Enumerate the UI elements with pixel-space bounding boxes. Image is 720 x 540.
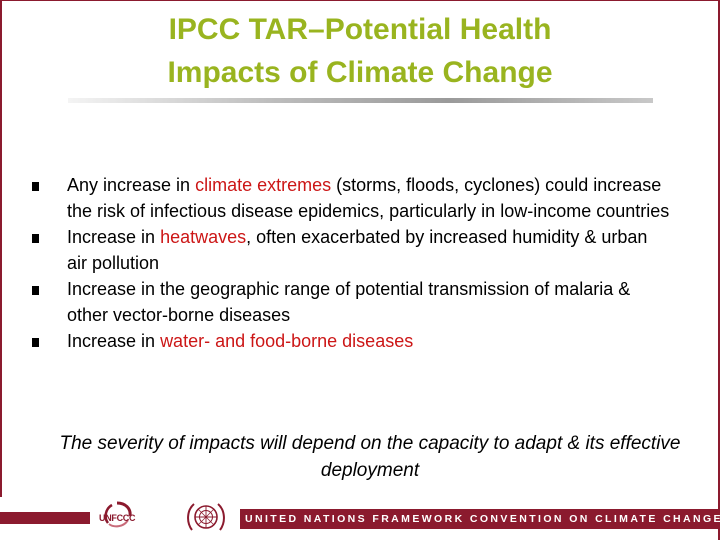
bullet-highlight: water- and food-borne diseases <box>160 331 414 351</box>
bullet-marker-icon <box>32 182 39 191</box>
bullet-item-heatwaves: Increase in heatwaves, often exacerbated… <box>32 224 672 276</box>
footer-band-left <box>0 512 90 524</box>
unfccc-logo-text: UNFCCC <box>99 513 136 523</box>
slide-title-line-2: Impacts of Climate Change <box>167 56 553 89</box>
bullet-highlight: climate extremes <box>195 175 332 195</box>
bullet-list: Any increase in climate extremes (storms… <box>32 172 672 354</box>
frame-right-border <box>718 0 720 540</box>
bullet-highlight: heatwaves <box>160 227 247 247</box>
footer-banner-text: UNITED NATIONS FRAMEWORK CONVENTION ON C… <box>245 513 720 525</box>
bullet-text: Any increase in <box>67 175 196 195</box>
unfccc-swirl-icon <box>104 501 132 528</box>
title-underline <box>68 98 653 103</box>
bullet-item-water-food: Increase in water- and food-borne diseas… <box>32 328 672 354</box>
bullet-item-climate-extremes: Any increase in climate extremes (storms… <box>32 172 672 224</box>
slide-title: IPCC TAR–Potential Health Impacts of Cli… <box>60 8 660 94</box>
bullet-text: Increase in the geographic range of pote… <box>67 279 631 325</box>
bullet-marker-icon <box>32 338 39 347</box>
slide-title-line-1: IPCC TAR–Potential Health <box>168 13 552 46</box>
bullet-text: Increase in <box>67 331 161 351</box>
frame-left-border <box>0 0 2 540</box>
frame-top-border <box>0 0 720 1</box>
bullet-item-malaria: Increase in the geographic range of pote… <box>32 276 672 328</box>
bullet-text: Increase in <box>67 227 161 247</box>
bullet-marker-icon <box>32 286 39 295</box>
bullet-text: , often exacerbated by increased humidit… <box>67 227 648 273</box>
unfccc-logo: UNFCCC <box>95 500 167 534</box>
bullet-marker-icon <box>32 234 39 243</box>
closing-note: The severity of impacts will depend on t… <box>59 433 681 481</box>
un-emblem-icon <box>187 503 225 531</box>
bullet-text: (storms, floods, cyclones) could increas… <box>67 175 670 221</box>
